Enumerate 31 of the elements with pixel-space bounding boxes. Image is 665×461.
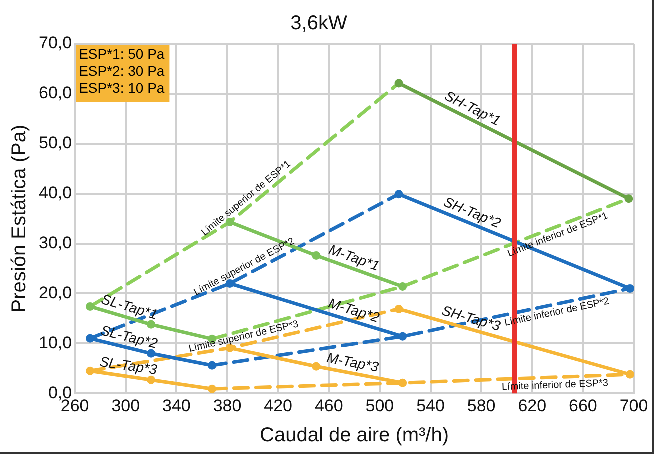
x-tick-label: 300 bbox=[112, 396, 140, 416]
x-tick-label: 380 bbox=[213, 396, 242, 416]
text: Límite superior de ESP*3 bbox=[188, 318, 300, 355]
series-label: Límite inferior de ESP*3 bbox=[502, 378, 610, 394]
x-axis-title: Caudal de aire (m³/h) bbox=[260, 424, 450, 447]
x-tick-label: 660 bbox=[569, 396, 598, 416]
annotation: ESP*2: 30 Pa bbox=[79, 62, 165, 79]
y-tick-label: 70,0 bbox=[38, 34, 72, 53]
y-axis-title: Presión Estática (Pa) bbox=[8, 124, 31, 313]
x-tick-label: 500 bbox=[366, 396, 394, 416]
x-tick-label: 700 bbox=[620, 396, 648, 416]
text: M-Tap*3 bbox=[326, 350, 380, 376]
chart-title: 3,6kW bbox=[290, 12, 348, 35]
x-tick-label: 420 bbox=[264, 396, 293, 416]
x-tick-label: 460 bbox=[314, 396, 344, 416]
x-tick-label: 620 bbox=[518, 396, 547, 416]
x-tick-label: 580 bbox=[467, 396, 496, 416]
annotation: ESP*3: 10 Pa bbox=[79, 80, 165, 96]
text: Límite inferior de ESP*1 bbox=[506, 210, 610, 260]
y-tick-label: 50,0 bbox=[38, 134, 72, 153]
x-tick-label: 340 bbox=[162, 396, 191, 416]
y-tick-label: 60,0 bbox=[38, 84, 72, 103]
text: SL-Tap*2 bbox=[99, 322, 160, 352]
text: SL-Tap*3 bbox=[98, 353, 159, 378]
y-tick-label: 40,0 bbox=[38, 184, 72, 203]
x-tick-label: 540 bbox=[416, 396, 445, 416]
annotation: ESP*1: 50 Pa bbox=[79, 46, 165, 62]
y-tick-label: 30,0 bbox=[38, 233, 72, 252]
y-tick-label: 10,0 bbox=[38, 333, 72, 352]
text: Límite inferior de ESP*2 bbox=[504, 296, 611, 329]
y-tick-label: 20,0 bbox=[38, 283, 72, 302]
